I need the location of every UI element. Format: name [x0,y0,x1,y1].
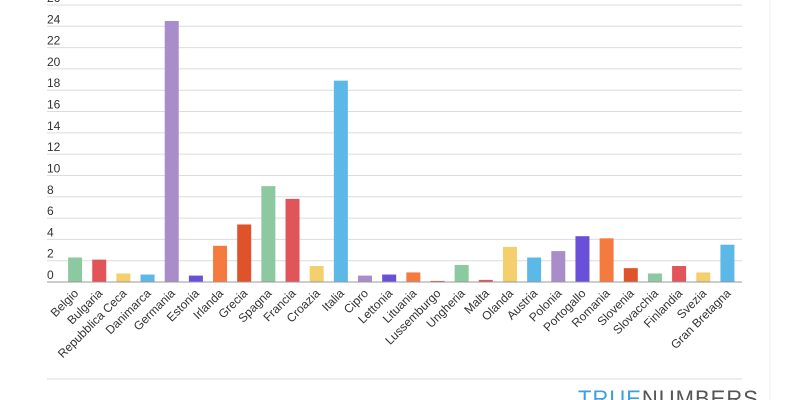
y-tick-label: 8 [47,183,54,197]
bar [382,274,397,282]
bar [68,257,83,282]
y-tick-label: 22 [47,34,61,48]
bar [623,268,638,282]
bar [430,280,445,282]
brand-second: NUMBERS [642,386,759,400]
y-tick-label: 24 [47,12,61,26]
bar [333,80,348,283]
bar [551,251,566,282]
y-tick-label: 2 [47,247,54,261]
bar [599,238,614,282]
bar [92,259,107,282]
bar [647,273,662,282]
brand-first: TRUE [578,386,642,400]
bar [261,186,276,282]
bar [672,266,687,282]
y-tick-label: 20 [47,55,61,69]
bar [358,275,373,282]
bar [237,224,252,282]
y-tick-label: 16 [47,98,61,112]
y-tick-label: 6 [47,204,54,218]
bar [140,274,155,282]
y-tick-label: 0 [47,268,54,282]
bar [575,236,590,282]
bar [454,264,469,282]
bar [164,20,179,282]
bar [527,257,542,282]
bar [188,275,203,282]
bar [720,244,735,282]
y-tick-label: 18 [47,76,61,90]
brand: TRUENUMBERS [578,386,759,400]
bar [309,266,324,282]
bar [285,198,300,282]
bar [116,273,131,282]
y-tick-label: 12 [47,140,61,154]
y-tick-label: 4 [47,225,54,239]
y-tick-label: 14 [47,119,61,133]
bar [406,272,421,282]
bar [696,272,711,282]
bar [478,279,493,282]
bar [213,245,228,282]
bar [502,246,517,282]
y-tick-label: 26 [47,0,61,5]
y-tick-label: 10 [47,161,61,175]
